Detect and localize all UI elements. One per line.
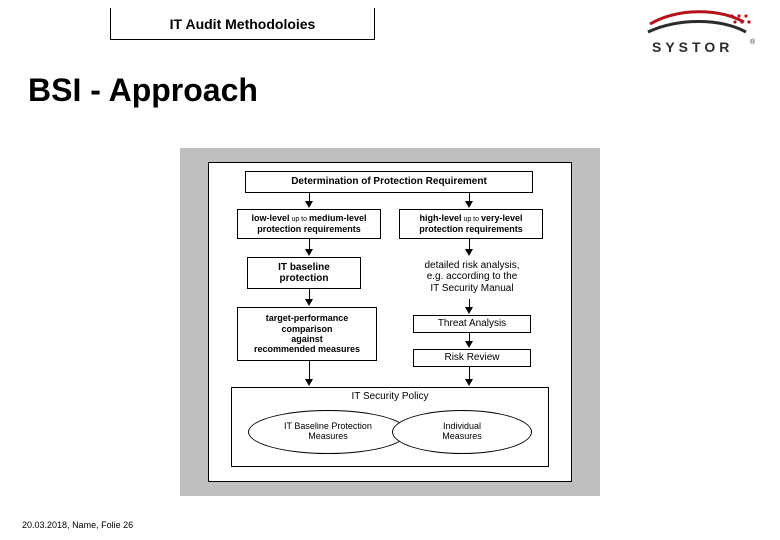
ellipse-baseline-measures: IT Baseline Protection Measures — [248, 410, 408, 454]
box-high-req: high-level up to very-level protection r… — [399, 209, 543, 239]
header-title: IT Audit Methodoloies — [110, 8, 375, 40]
systor-logo: SYSTOR ® — [638, 10, 758, 58]
box-threat: Threat Analysis — [413, 315, 531, 333]
logo-text: SYSTOR — [652, 39, 733, 55]
connector — [309, 361, 310, 379]
target-l3: against — [291, 334, 323, 344]
diagram-background: Determination of Protection Requirement … — [180, 148, 600, 496]
page-title-text: BSI - Approach — [28, 72, 258, 108]
arrow-down-icon — [305, 299, 313, 306]
arrow-down-icon — [465, 341, 473, 348]
logo-swoosh-icon — [648, 12, 751, 32]
connector — [469, 367, 470, 379]
risk-l3: IT Security Manual — [430, 283, 513, 295]
arrow-down-icon — [465, 307, 473, 314]
target-l1: target-performance — [266, 313, 349, 323]
connector — [309, 193, 310, 201]
page-title: BSI - Approach — [28, 72, 258, 109]
connector — [469, 333, 470, 341]
threat-label: Threat Analysis — [438, 318, 506, 330]
connector — [469, 193, 470, 201]
high-req-line2: protection requirements — [419, 224, 523, 234]
ellipse-left-text: IT Baseline Protection Measures — [284, 422, 372, 442]
arrow-down-icon — [305, 249, 313, 256]
connector — [309, 239, 310, 249]
footer-folie-prefix: Folie — [101, 520, 121, 530]
header-title-text: IT Audit Methodoloies — [170, 16, 316, 32]
low-req-line2: protection requirements — [257, 224, 361, 234]
box-low-req: low-level up to medium-level protection … — [237, 209, 381, 239]
review-label: Risk Review — [444, 352, 499, 364]
arrow-down-icon — [465, 379, 473, 386]
determination-label: Determination of Protection Requirement — [291, 176, 487, 188]
diagram-frame: Determination of Protection Requirement … — [208, 162, 572, 482]
baseline-l1: IT baseline — [278, 262, 330, 274]
box-review: Risk Review — [413, 349, 531, 367]
arrow-down-icon — [305, 379, 313, 386]
policy-label: IT Security Policy — [232, 391, 548, 402]
ellipse-individual-measures: Individual Measures — [392, 410, 532, 454]
connector — [469, 299, 470, 307]
logo-trademark: ® — [750, 38, 756, 46]
box-target: target-performance comparison against re… — [237, 307, 377, 361]
target-l4: recommended measures — [254, 344, 360, 354]
footer: 20.03.2018, Name, Folie 26 — [22, 520, 133, 530]
slide: IT Audit Methodoloies SYSTOR ® BSI - App… — [0, 0, 780, 540]
connector — [469, 239, 470, 249]
risk-l2: e.g. according to the — [427, 271, 518, 283]
risk-l1: detailed risk analysis, — [424, 260, 519, 272]
connector — [309, 289, 310, 299]
arrow-down-icon — [465, 201, 473, 208]
footer-folie-num: 26 — [123, 520, 133, 530]
footer-date: 20.03.2018 — [22, 520, 67, 530]
high-req-line1: high-level up to very-level — [419, 213, 522, 224]
box-policy-group: IT Security Policy IT Baseline Protectio… — [231, 387, 549, 467]
ellipse-right-text: Individual Measures — [442, 422, 482, 442]
footer-name: Name — [72, 520, 96, 530]
arrow-down-icon — [305, 201, 313, 208]
header-row: IT Audit Methodoloies SYSTOR ® — [0, 8, 780, 56]
box-baseline: IT baseline protection — [247, 257, 361, 289]
box-determination: Determination of Protection Requirement — [245, 171, 533, 193]
target-l2: comparison — [281, 324, 332, 334]
baseline-l2: protection — [280, 273, 329, 285]
box-risk-analysis: detailed risk analysis, e.g. according t… — [401, 255, 543, 299]
low-req-line1: low-level up to medium-level — [251, 213, 366, 224]
